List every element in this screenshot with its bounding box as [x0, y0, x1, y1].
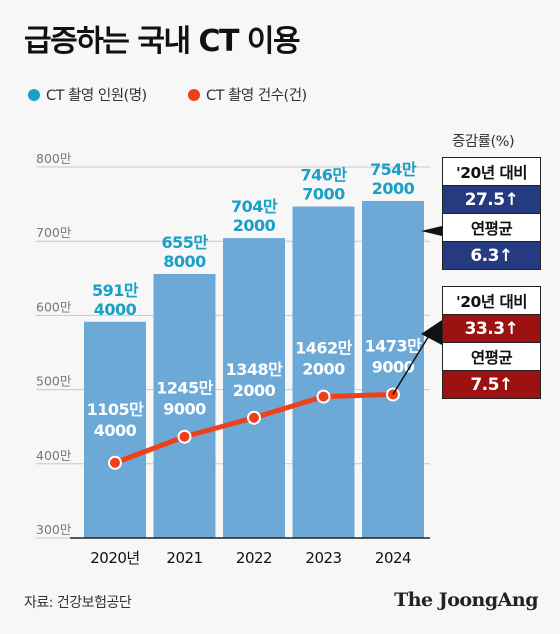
legend-exams-label: CT 촬영 건수(건) — [206, 88, 307, 104]
line-point-1 — [177, 429, 192, 444]
x-tick-label-1: 2021 — [166, 549, 202, 567]
people-rate-value-2: 6.3↑ — [443, 242, 540, 269]
bar-2 — [223, 238, 285, 538]
source-note: 자료: 건강보험공단 — [24, 595, 132, 611]
bar-label-top-0: 591만 — [92, 281, 139, 300]
people-box-pointer — [421, 226, 442, 236]
bar-3 — [292, 206, 355, 539]
exams-rate-value-2: 7.5↑ — [443, 371, 540, 398]
chart-title: 급증하는 국내 CT 이용 — [24, 24, 301, 59]
bar-label-bottom-3: 7000 — [302, 185, 345, 204]
bar-label-bottom-4: 2000 — [372, 179, 415, 198]
exams-rate-value-1: 33.3↑ — [443, 315, 540, 342]
y-tick-label-2: 600만 — [36, 299, 72, 314]
people-rate-label-2: 연평균 — [443, 214, 540, 241]
bar-1 — [153, 273, 216, 538]
line-label-bottom-3: 2000 — [302, 360, 345, 379]
line-label-top-2: 1348만 — [226, 360, 284, 379]
bar-label-top-4: 754만 — [370, 160, 417, 179]
legend-exams: CT 촬영 건수(건) — [188, 84, 307, 105]
line-label-top-3: 1462만 — [295, 339, 353, 358]
exams-box-pointer — [421, 320, 442, 345]
exams-rate-box: '20년 대비 33.3↑ 연평균 7.5↑ — [442, 286, 541, 399]
bar-label-top-1: 655만 — [161, 233, 208, 252]
bar-4 — [362, 200, 424, 539]
people-rate-label-1: '20년 대비 — [443, 158, 540, 185]
x-tick-label-0: 2020년 — [90, 549, 139, 567]
exams-rate-label-2: 연평균 — [443, 343, 540, 370]
people-rate-box: '20년 대비 27.5↑ 연평균 6.3↑ — [442, 157, 541, 270]
line-point-2 — [247, 410, 261, 425]
y-tick-label-5: 300만 — [36, 522, 72, 537]
bar-label-bottom-0: 4000 — [94, 300, 137, 319]
y-tick-label-3: 500만 — [36, 374, 72, 389]
legend-people: CT 촬영 인원(명) — [28, 84, 147, 105]
exams-rate-label-1: '20년 대비 — [443, 287, 540, 314]
legend-people-dot — [28, 88, 40, 101]
x-tick-label-3: 2023 — [305, 549, 341, 567]
brand-logo: The JoongAng — [394, 589, 538, 611]
line-label-bottom-2: 2000 — [233, 381, 276, 400]
line-label-bottom-1: 9000 — [163, 400, 206, 419]
exams-box-leader — [392, 333, 431, 395]
legend-exams-dot — [188, 88, 200, 101]
y-tick-label-1: 700만 — [36, 225, 72, 240]
people-rate-value-1: 27.5↑ — [443, 186, 540, 213]
line-label-bottom-0: 4000 — [94, 421, 137, 440]
bar-label-top-2: 704만 — [231, 197, 278, 216]
bar-label-bottom-1: 8000 — [163, 252, 206, 271]
y-tick-label-0: 800만 — [36, 151, 72, 166]
line-label-top-4: 1473만 — [365, 336, 423, 355]
line-point-0 — [108, 455, 122, 470]
line-point-3 — [316, 389, 331, 404]
x-tick-label-4: 2024 — [375, 549, 411, 567]
legend-people-label: CT 촬영 인원(명) — [46, 88, 147, 104]
bar-0 — [84, 321, 146, 538]
y-tick-label-4: 400만 — [36, 448, 72, 463]
line-label-bottom-4: 9000 — [372, 357, 415, 376]
rate-header: 증감률(%) — [452, 134, 515, 150]
line-label-top-0: 1105만 — [87, 400, 145, 419]
bar-label-bottom-2: 2000 — [233, 216, 276, 235]
x-tick-label-2: 2022 — [236, 549, 272, 567]
bar-label-top-3: 746만 — [300, 166, 347, 185]
line-label-top-1: 1245만 — [156, 379, 214, 398]
